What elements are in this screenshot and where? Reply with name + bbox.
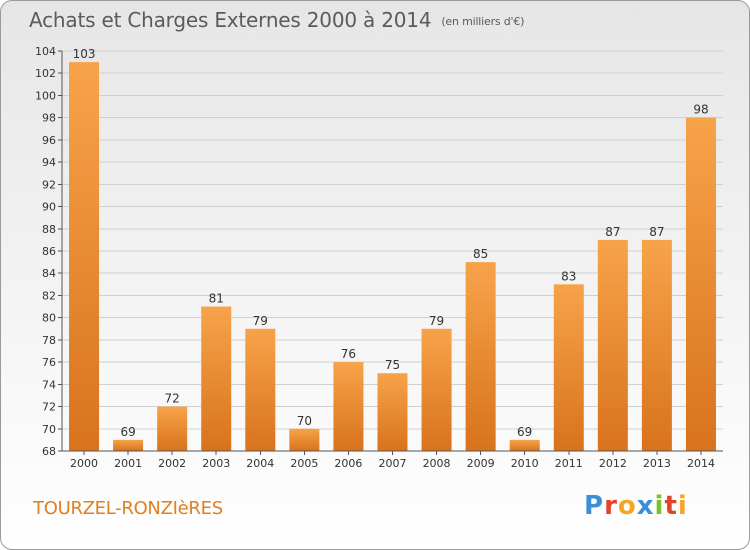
y-tick-label: 98	[42, 112, 56, 125]
y-tick-label: 90	[42, 201, 56, 214]
x-tick-label: 2002	[158, 457, 186, 470]
x-tick-label: 2008	[423, 457, 451, 470]
data-label: 85	[473, 247, 488, 261]
bar-2006[interactable]	[333, 362, 364, 451]
x-tick-label: 2009	[467, 457, 495, 470]
data-label: 69	[517, 425, 532, 439]
chart-title-row: Achats et Charges Externes 2000 à 2014 (e…	[29, 8, 524, 32]
y-tick-label: 100	[35, 89, 56, 102]
bar-2001[interactable]	[113, 439, 144, 451]
bar-2003[interactable]	[201, 306, 232, 451]
data-label: 87	[649, 225, 664, 239]
bar-2012[interactable]	[597, 239, 628, 451]
bar-2013[interactable]	[641, 239, 672, 451]
x-tick-label: 2005	[290, 457, 318, 470]
y-tick-label: 80	[42, 312, 56, 325]
data-label: 79	[253, 314, 268, 328]
commune-name: TOURZEL-RONZIèRES	[33, 498, 223, 519]
logo-letter: o	[617, 491, 637, 521]
y-tick-label: 70	[42, 423, 56, 436]
logo-letter: t	[664, 491, 678, 521]
logo-letter: i	[654, 491, 665, 521]
y-tick-label: 88	[42, 223, 56, 236]
data-label: 76	[341, 347, 356, 361]
data-label: 70	[297, 414, 312, 428]
bar-2002[interactable]	[157, 406, 188, 451]
bar-2011[interactable]	[553, 284, 584, 451]
y-tick-label: 104	[35, 45, 56, 58]
logo-letter: i	[677, 491, 688, 521]
proxiti-logo[interactable]: Proxiti	[584, 491, 688, 521]
y-tick-label: 86	[42, 245, 56, 258]
bar-2007[interactable]	[377, 373, 408, 451]
y-tick-label: 84	[42, 267, 56, 280]
data-label: 98	[693, 103, 708, 117]
bar-2008[interactable]	[421, 328, 452, 451]
x-tick-label: 2012	[599, 457, 627, 470]
data-label: 79	[429, 314, 444, 328]
bar-2005[interactable]	[289, 428, 320, 451]
bar-2004[interactable]	[245, 328, 276, 451]
x-tick-label: 2004	[246, 457, 274, 470]
y-tick-label: 102	[35, 67, 56, 80]
chart-title: Achats et Charges Externes 2000 à 2014	[29, 8, 432, 32]
y-tick-label: 96	[42, 134, 56, 147]
y-tick-label: 78	[42, 334, 56, 347]
y-tick-label: 68	[42, 445, 56, 458]
x-tick-label: 2003	[202, 457, 230, 470]
y-tick-label: 74	[42, 378, 56, 391]
x-tick-label: 2006	[334, 457, 362, 470]
x-tick-label: 2013	[643, 457, 671, 470]
x-tick-label: 2014	[687, 457, 715, 470]
x-tick-label: 2007	[379, 457, 407, 470]
y-tick-label: 92	[42, 178, 56, 191]
data-label: 72	[165, 392, 180, 406]
x-tick-label: 2000	[70, 457, 98, 470]
x-tick-label: 2001	[114, 457, 142, 470]
logo-letter: r	[604, 491, 618, 521]
x-tick-label: 2010	[511, 457, 539, 470]
logo-letter: x	[636, 491, 655, 521]
bar-2010[interactable]	[509, 439, 540, 451]
chart-subtitle: (en milliers d'€)	[441, 15, 525, 28]
y-tick-label: 82	[42, 289, 56, 302]
data-label: 81	[209, 292, 224, 306]
bar-2000[interactable]	[69, 62, 100, 451]
bar-2009[interactable]	[465, 262, 496, 451]
data-label: 103	[73, 47, 96, 61]
x-tick-label: 2011	[555, 457, 583, 470]
data-label: 69	[120, 425, 135, 439]
data-label: 75	[385, 358, 400, 372]
data-label: 87	[605, 225, 620, 239]
logo-letter: P	[584, 491, 605, 521]
data-label: 83	[561, 269, 576, 283]
y-tick-label: 72	[42, 401, 56, 414]
y-tick-label: 76	[42, 356, 56, 369]
y-tick-label: 94	[42, 156, 56, 169]
bar-2014[interactable]	[685, 117, 716, 452]
